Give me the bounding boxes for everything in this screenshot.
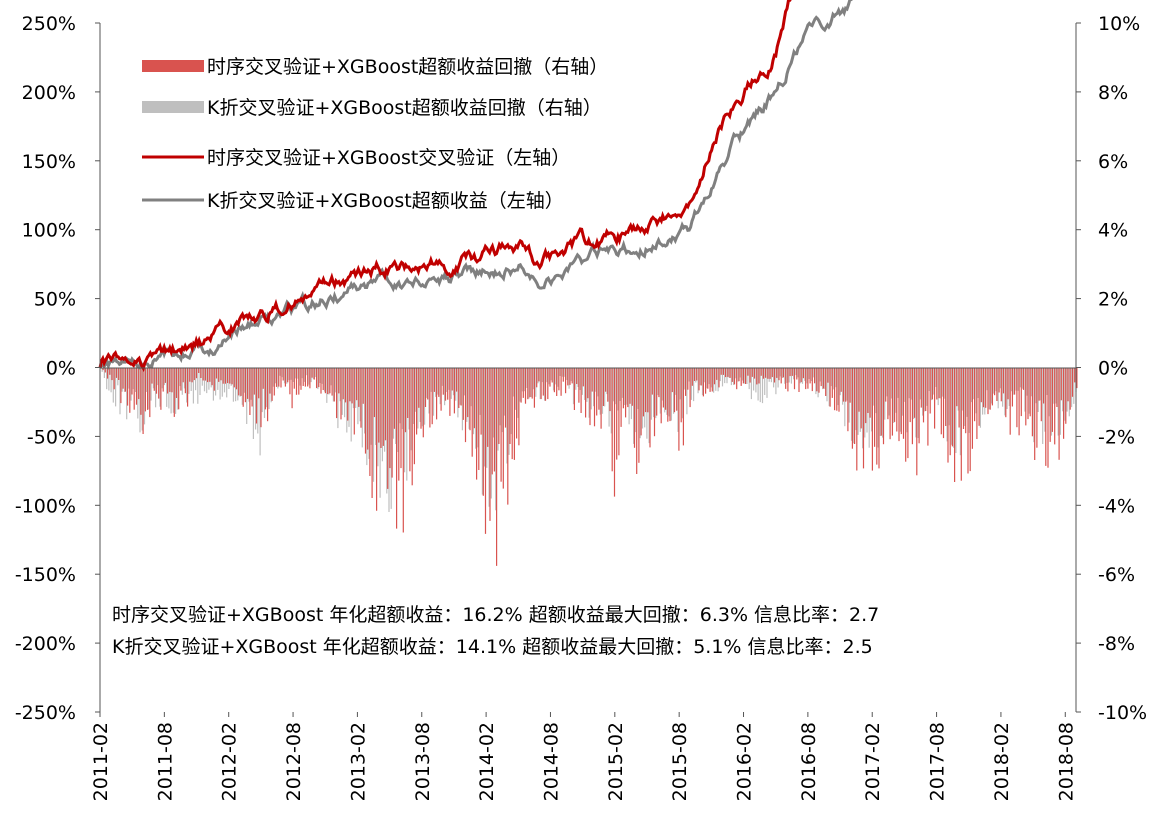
cumulative-lines: [98, 0, 853, 373]
legend-swatch: [142, 101, 204, 113]
x-tick-label: 2014-08: [541, 722, 563, 801]
left-tick-label: -200%: [15, 633, 76, 655]
annotation-line-1: 时序交叉验证+XGBoost 年化超额收益：16.2% 超额收益最大回撤：6.3…: [112, 604, 879, 626]
red-cumulative-line: [98, 0, 792, 373]
x-tick-label: 2011-02: [90, 722, 112, 801]
x-tick-label: 2013-08: [412, 722, 434, 801]
x-tick-label: 2015-08: [669, 722, 691, 801]
red-drawdown-bars: [102, 368, 1078, 566]
left-tick-label: -100%: [15, 495, 76, 517]
right-tick-label: -4%: [1098, 495, 1135, 517]
right-tick-label: -6%: [1098, 564, 1135, 586]
right-tick-label: 10%: [1098, 13, 1140, 35]
x-tick-label: 2011-08: [154, 722, 176, 801]
x-tick-label: 2016-02: [734, 722, 756, 801]
legend-label: K折交叉验证+XGBoost超额收益回撤（右轴）: [207, 97, 602, 119]
annotation-line-2: K折交叉验证+XGBoost 年化超额收益：14.1% 超额收益最大回撤：5.1…: [112, 636, 873, 658]
legend: 时序交叉验证+XGBoost超额收益回撤（右轴） K折交叉验证+XGBoost超额…: [142, 56, 608, 212]
x-tick-label: 2013-02: [347, 722, 369, 801]
legend-label: K折交叉验证+XGBoost超额收益（左轴）: [207, 190, 564, 212]
x-tick-label: 2015-02: [605, 722, 627, 801]
right-tick-label: -10%: [1098, 702, 1147, 724]
x-tick-label: 2018-08: [1055, 722, 1077, 801]
left-tick-label: 250%: [22, 13, 76, 35]
x-tick-label: 2014-02: [476, 722, 498, 801]
left-tick-label: 150%: [22, 151, 76, 173]
right-tick-label: 0%: [1098, 358, 1128, 380]
right-tick-label: 4%: [1098, 220, 1128, 242]
x-tick-label: 2016-08: [798, 722, 820, 801]
axes: 250% 200% 150% 100% 50% 0% -50% -100% -150% -200%…: [15, 13, 1147, 801]
right-tick-label: -2%: [1098, 426, 1135, 448]
left-tick-label: 0%: [46, 358, 76, 380]
legend-label: 时序交叉验证+XGBoost超额收益回撤（右轴）: [207, 56, 608, 78]
legend-label: 时序交叉验证+XGBoost交叉验证（左轴）: [207, 147, 570, 169]
x-tick-label: 2012-02: [219, 722, 241, 801]
left-tick-label: 200%: [22, 82, 76, 104]
left-tick-label: 100%: [22, 220, 76, 242]
x-tick-label: 2017-02: [862, 722, 884, 801]
legend-swatch: [142, 60, 204, 72]
x-tick-label: 2018-02: [991, 722, 1013, 801]
x-tick-label: 2012-08: [283, 722, 305, 801]
right-tick-label: -8%: [1098, 633, 1135, 655]
left-tick-label: 50%: [34, 289, 76, 311]
right-tick-label: 2%: [1098, 289, 1128, 311]
left-tick-label: -150%: [15, 564, 76, 586]
left-tick-label: -250%: [15, 702, 76, 724]
left-tick-label: -50%: [27, 426, 76, 448]
gray-drawdown-bars: [101, 368, 1077, 512]
x-tick-label: 2017-08: [927, 722, 949, 801]
right-tick-label: 8%: [1098, 82, 1128, 104]
right-tick-label: 6%: [1098, 151, 1128, 173]
